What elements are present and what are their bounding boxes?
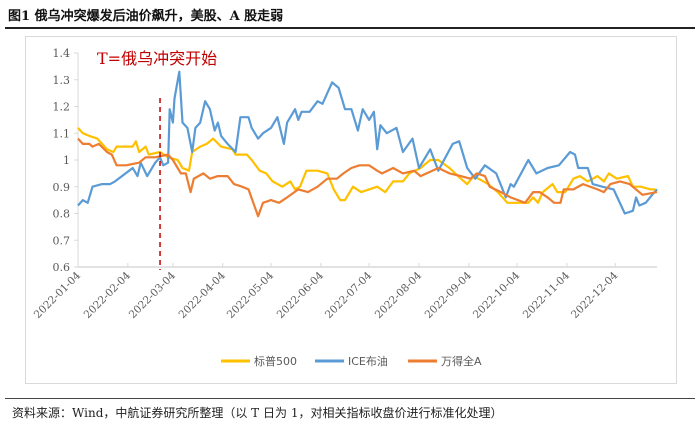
x-tick-label: 2022-01-04 [32, 269, 84, 321]
x-tick-label: 2022-11-04 [521, 269, 573, 321]
y-tick-label: 1.1 [53, 127, 71, 140]
y-tick-label: 0.7 [53, 234, 71, 247]
figure-title: 图1 俄乌冲突爆发后油价飙升，美股、A 股走弱 [8, 9, 284, 24]
series-lines [77, 70, 658, 218]
x-axis: 2022-01-042022-02-042022-03-042022-04-04… [32, 263, 657, 321]
y-tick-label: 0.8 [53, 208, 71, 221]
x-tick-label: 2022-05-04 [225, 269, 277, 321]
legend-label: 万得全A [441, 354, 482, 368]
x-tick-label: 2022-08-04 [373, 269, 425, 321]
y-tick-label: 1.3 [53, 74, 71, 87]
top-divider [5, 27, 695, 29]
x-tick-label: 2022-02-04 [82, 269, 134, 321]
chart-frame [25, 36, 677, 384]
series-line-万得全A [77, 137, 658, 218]
y-tick-label: 1 [63, 154, 70, 167]
x-tick-label: 2022-10-04 [471, 269, 523, 321]
legend-item: ICE布油 [315, 354, 388, 368]
source-note: 资料来源：Wind，中航证券研究所整理（以 T 日为 1，对相关指标收盘价进行标… [12, 406, 503, 420]
x-tick-label: 2022-06-04 [275, 269, 327, 321]
x-tick-label: 2022-12-04 [569, 269, 621, 321]
y-axis: 0.6 0.7 0.8 0.9 1 1.1 1.2 1.3 1.4 [53, 47, 79, 274]
legend-label: 标普500 [254, 354, 297, 368]
y-tick-label: 1.4 [53, 47, 71, 60]
conflict-start-annotation: T=俄乌冲突开始 [97, 49, 217, 68]
x-tick-label: 2022-09-04 [423, 269, 475, 321]
x-tick-label: 2022-03-04 [127, 269, 179, 321]
legend-item: 万得全A [408, 354, 482, 368]
bottom-divider [5, 398, 695, 399]
y-tick-label: 1.2 [53, 101, 71, 114]
y-tick-label: 0.9 [53, 181, 71, 194]
series-line-标普500 [77, 127, 656, 204]
legend-label: ICE布油 [348, 354, 388, 368]
legend-item: 标普500 [221, 354, 297, 368]
legend: 标普500 ICE布油 万得全A [221, 354, 482, 368]
y-tick-label: 0.6 [53, 261, 71, 274]
series-line-ICE布油 [77, 70, 658, 215]
x-tick-label: 2022-04-04 [177, 269, 229, 321]
x-tick-label: 2022-07-04 [323, 269, 375, 321]
